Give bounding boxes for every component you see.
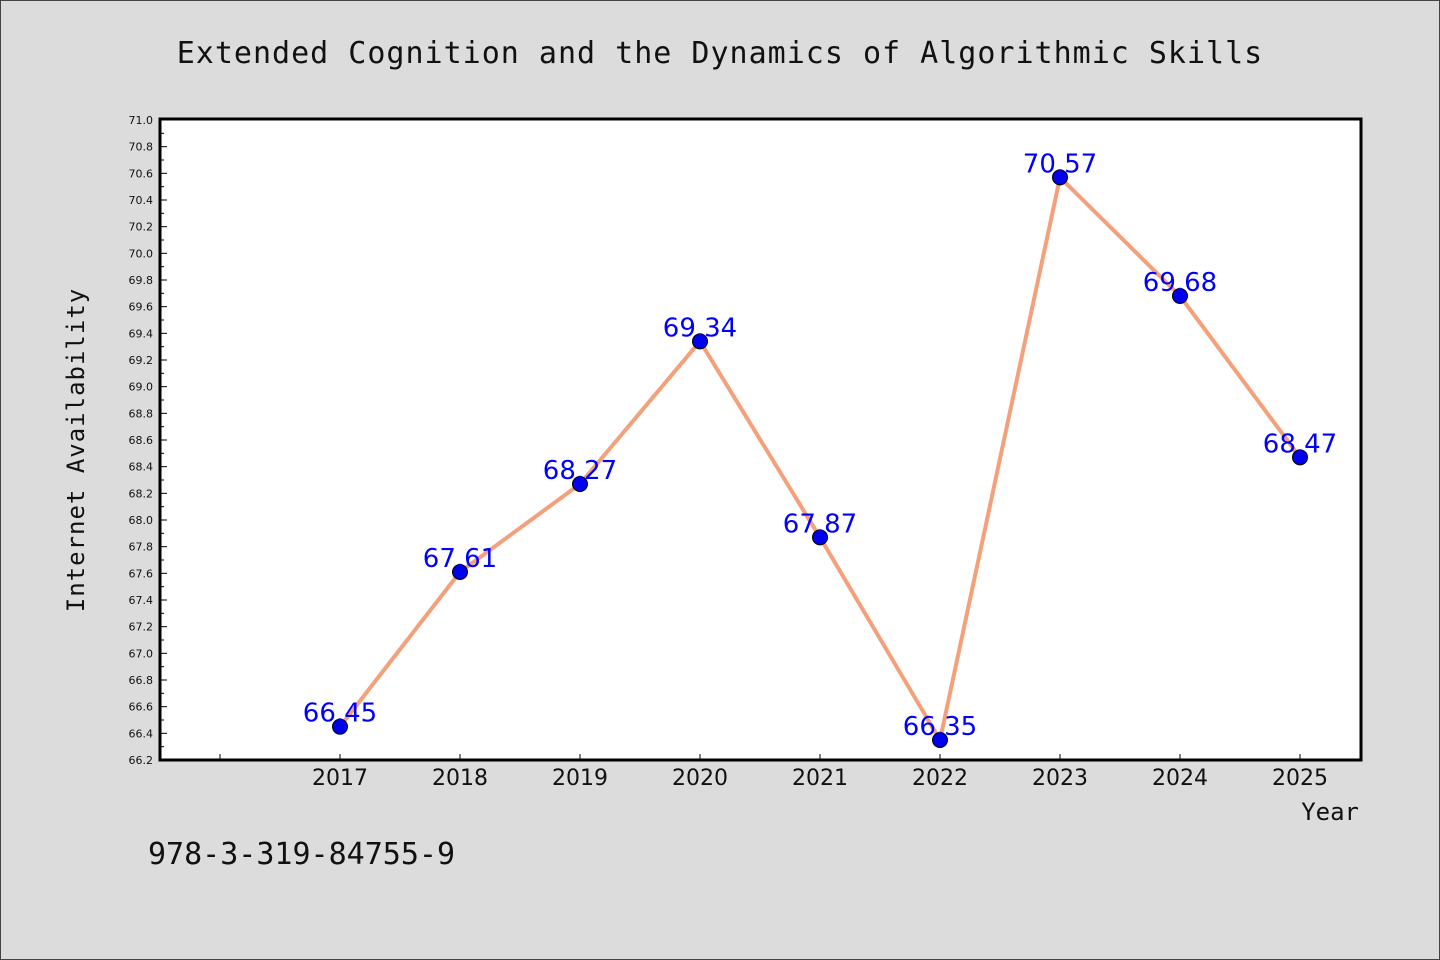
y-tick-label: 67.4	[129, 594, 154, 607]
y-tick-label: 66.8	[129, 674, 154, 687]
x-tick-label: 2020	[672, 766, 728, 791]
data-point	[1172, 288, 1188, 304]
data-label: 68.47	[1263, 429, 1337, 459]
y-tick-label: 69.8	[129, 274, 154, 287]
y-tick-label: 70.4	[129, 194, 154, 207]
y-tick-label: 67.0	[129, 647, 154, 660]
data-label: 70.57	[1023, 149, 1097, 179]
x-tick-label: 2022	[912, 766, 968, 791]
y-axis-ticks: 66.2 66.4 66.6 66.8 67.0 67.2 67.4 67.6 67.8 68.0…	[129, 114, 167, 767]
y-tick-label: 70.0	[129, 247, 154, 260]
data-label: 66.45	[303, 699, 377, 729]
x-tick-label: 2017	[312, 766, 368, 791]
y-tick-label: 69.2	[129, 354, 154, 367]
y-tick-label: 66.4	[129, 727, 154, 740]
y-tick-label: 67.8	[129, 541, 154, 554]
data-point	[932, 732, 948, 748]
y-tick-label: 66.6	[129, 701, 154, 714]
data-label: 66.35	[903, 712, 977, 742]
chart-title: Extended Cognition and the Dynamics of A…	[177, 36, 1264, 71]
data-label: 69.34	[663, 313, 737, 343]
data-label: 67.61	[423, 544, 497, 574]
data-point	[692, 333, 708, 350]
y-tick-label: 69.6	[129, 301, 154, 314]
data-label: 68.27	[543, 456, 617, 486]
x-tick-label: 2025	[1272, 766, 1328, 791]
x-axis-label: Year	[1301, 798, 1359, 826]
x-tick-label: 2024	[1152, 766, 1208, 791]
y-tick-label: 67.6	[129, 567, 154, 580]
x-tick-label: 2019	[552, 766, 608, 791]
x-axis-ticks: 2017 2018 2019 2020 2021 2022 2023 2024 2025	[219, 754, 1328, 791]
y-tick-label: 68.2	[129, 487, 154, 500]
y-tick-label: 67.2	[129, 621, 154, 634]
data-point	[1052, 169, 1068, 186]
y-tick-label: 70.8	[129, 141, 154, 154]
data-point	[812, 529, 828, 546]
data-point	[452, 564, 468, 580]
y-tick-label: 68.8	[129, 407, 154, 420]
data-point	[1292, 449, 1308, 466]
x-tick-label: 2018	[432, 766, 488, 791]
y-axis-label: Internet Availability	[62, 288, 90, 612]
y-tick-label: 70.2	[129, 221, 154, 234]
data-point	[332, 718, 348, 735]
y-tick-label: 71.0	[129, 114, 154, 127]
y-tick-label: 68.0	[129, 514, 154, 527]
y-tick-label: 69.0	[129, 381, 154, 394]
y-tick-label: 68.4	[129, 461, 154, 474]
y-tick-label: 70.6	[129, 167, 154, 180]
footer-isbn: 978-3-319-84755-9	[148, 837, 455, 872]
y-tick-label: 68.6	[129, 434, 154, 447]
series-group: 66.45 67.61 68.27 69.34 67.87 66.35 70.57 69.68…	[303, 149, 1337, 748]
y-tick-label: 69.4	[129, 327, 154, 340]
x-tick-label: 2023	[1032, 766, 1088, 791]
data-label: 69.68	[1143, 268, 1217, 298]
data-label: 67.87	[783, 509, 857, 539]
y-tick-label: 66.2	[129, 754, 154, 767]
data-point	[572, 476, 588, 492]
x-tick-label: 2021	[792, 766, 848, 791]
